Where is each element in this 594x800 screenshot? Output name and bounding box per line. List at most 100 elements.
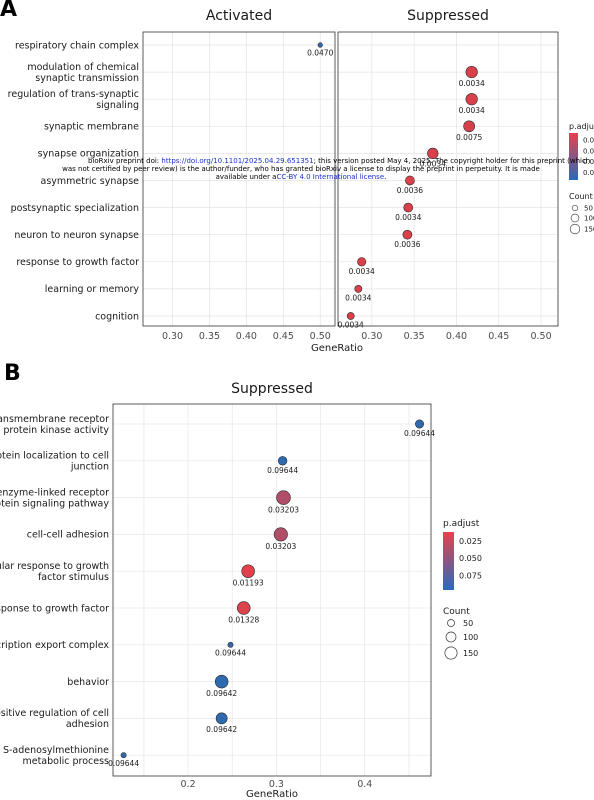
panel-letter-b: B	[4, 361, 21, 386]
doi-link[interactable]: https://doi.org/10.1101/2025.04.29.65135…	[161, 157, 313, 165]
notice-line-3-prefix: available under a	[216, 173, 277, 181]
data-point	[403, 202, 414, 213]
colorbar-tick-label: 0.01	[583, 137, 594, 145]
data-point	[427, 147, 439, 160]
data-point-label: 0.0075	[456, 133, 482, 142]
data-point	[357, 257, 367, 267]
category-label: neuron to neuron synapse	[14, 230, 139, 241]
facet-title-activated: Activated	[206, 8, 272, 24]
x-tick-label: 0.3	[269, 779, 284, 790]
data-point-label: 0.0034	[420, 160, 446, 169]
x-tick-label: 0.40	[236, 331, 257, 342]
data-point-label: 0.01328	[228, 615, 259, 624]
data-point	[277, 456, 288, 466]
data-point	[465, 93, 478, 106]
panel-b: B Suppressed transmembrane receptor protein…	[0, 361, 482, 800]
data-point-label: 0.03203	[265, 542, 296, 551]
category-label: response to growth factor	[16, 257, 139, 268]
data-point-label: 0.0034	[459, 106, 485, 115]
panel-border	[112, 403, 432, 777]
license-link[interactable]: CC-BY 4.0 International license	[276, 173, 384, 181]
size-legend-circle	[571, 204, 579, 212]
x-tick-label: 0.30	[162, 331, 183, 342]
data-point-label: 0.09644	[404, 429, 435, 438]
size-legend-circle	[570, 213, 580, 223]
preprint-notice: bioRxiv preprint doi: https://doi.org/10…	[62, 157, 590, 181]
data-point	[402, 229, 413, 240]
category-label: postsynaptic specialization	[11, 203, 139, 214]
data-point	[214, 674, 229, 689]
data-point-label: 0.09644	[215, 648, 246, 657]
colorbar-tick-label: 0.050	[459, 554, 482, 563]
data-point-label: 0.09644	[108, 759, 139, 768]
data-point	[354, 285, 363, 293]
category-label: synaptic membrane	[44, 122, 139, 133]
x-tick-label: 0.50	[530, 331, 551, 342]
category-label: response to growth factor	[0, 603, 109, 614]
size-legend-label: 100	[463, 633, 478, 642]
size-legend-circle	[569, 223, 581, 235]
size-legend-label: 150	[463, 649, 478, 658]
x-tick-label: 0.40	[446, 331, 467, 342]
data-point	[317, 42, 323, 48]
data-point	[227, 641, 234, 648]
data-point-label: 0.03203	[268, 506, 299, 515]
data-point	[415, 419, 424, 429]
colorbar-tick-label: 0.025	[459, 537, 482, 546]
notice-line-1-rest: ; this version posted May 4, 2025. The c…	[314, 157, 591, 165]
plot-area	[338, 32, 558, 326]
data-point-label: 0.0034	[349, 267, 375, 276]
notice-line-3-suffix: .	[384, 173, 386, 181]
category-label: regulation of trans-synaptic signaling	[8, 89, 139, 111]
category-label: modulation of chemical synaptic transmiss…	[27, 62, 139, 84]
size-legend-circle	[447, 619, 455, 627]
data-point-label: 0.0036	[394, 240, 420, 249]
data-point	[463, 120, 475, 133]
x-tick-label: 0.50	[310, 331, 331, 342]
notice-line-2: was not certified by peer review) is the…	[62, 165, 540, 173]
colorbar-tick-label: 0.04	[583, 169, 594, 177]
data-point-label: 0.0036	[397, 186, 423, 195]
category-label: synapse organization	[38, 149, 139, 160]
x-tick-label: 0.2	[181, 779, 196, 790]
data-point-label: 0.09642	[206, 689, 237, 698]
legend-title-count: Count	[569, 192, 593, 201]
category-label: transcription export complex	[0, 640, 109, 651]
data-point-label: 0.0034	[395, 213, 421, 222]
legend-title-p-adjust: p.adjust	[569, 122, 594, 131]
notice-prefix: bioRxiv preprint doi:	[88, 157, 161, 165]
colorbar-tick-label: 0.02	[583, 147, 594, 155]
colorbar-tick-label: 0.03	[583, 158, 594, 166]
data-point	[236, 601, 251, 615]
x-tick-label: 0.45	[273, 331, 294, 342]
x-tick-label: 0.45	[488, 331, 509, 342]
plot-area	[143, 32, 335, 326]
data-point-label: 0.0034	[338, 321, 364, 330]
category-label: respiratory chain complex	[15, 40, 139, 51]
size-legend-circle	[445, 631, 457, 643]
colorbar-tick-label: 0.075	[459, 571, 482, 580]
colorbar	[569, 133, 578, 180]
facet-title-suppressed: Suppressed	[407, 8, 489, 24]
legend-title-count: Count	[443, 607, 470, 617]
data-point-label: 0.0034	[459, 79, 485, 88]
plot-area	[113, 404, 431, 776]
category-label: S-adenosylmethionine metabolic process	[3, 745, 109, 767]
size-legend-label: 50	[584, 205, 593, 213]
x-tick-label: 0.30	[361, 331, 382, 342]
facet-title-suppressed: Suppressed	[231, 381, 313, 397]
size-legend-circle	[444, 646, 458, 660]
notice-line-3: available under aCC-BY 4.0 International…	[216, 173, 387, 181]
size-legend-label: 150	[584, 226, 594, 234]
data-point	[465, 66, 478, 79]
category-label: cell-cell adhesion	[27, 530, 109, 541]
colorbar	[443, 532, 454, 590]
data-point-label: 0.09642	[206, 725, 237, 734]
category-label: learning or memory	[45, 284, 140, 295]
x-tick-label: 0.35	[404, 331, 425, 342]
data-point	[120, 752, 127, 759]
legend-title-p-adjust: p.adjust	[443, 519, 480, 529]
data-point	[346, 312, 355, 320]
